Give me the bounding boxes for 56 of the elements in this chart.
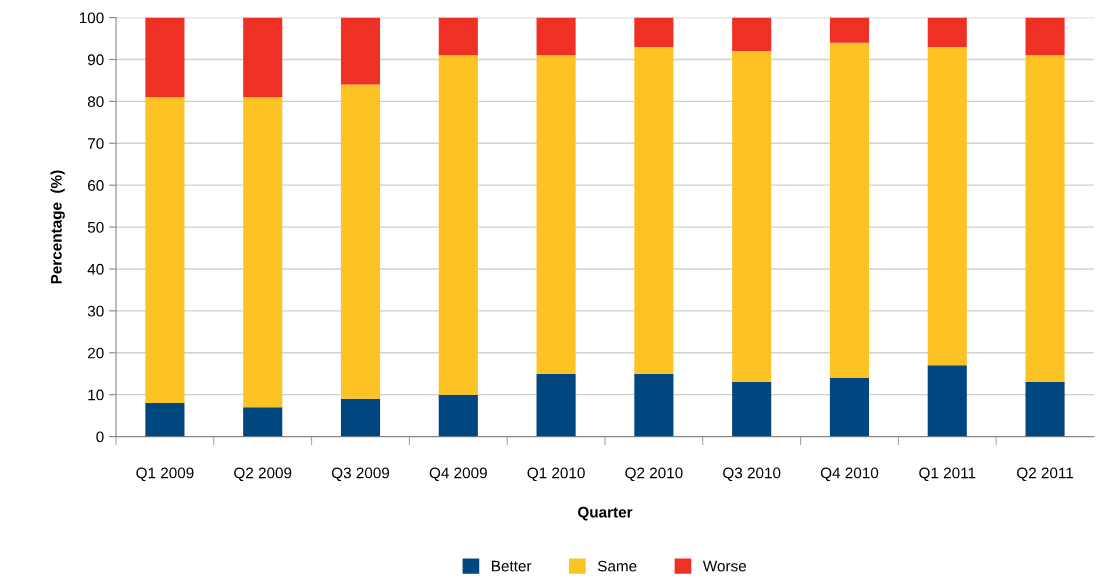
- bar: [243, 97, 283, 408]
- y-tick-label: 100: [79, 12, 104, 24]
- bar: [340, 398, 381, 437]
- bar: [145, 403, 185, 437]
- y-tick-label: 80: [87, 96, 104, 108]
- bar: [732, 51, 772, 383]
- bar: [927, 17, 967, 47]
- bar: [438, 394, 478, 437]
- y-tick-label: 0: [96, 431, 104, 443]
- bar: [829, 42, 870, 378]
- legend-label: Same: [597, 560, 637, 572]
- bar: [536, 55, 576, 374]
- bar: [243, 17, 283, 98]
- x-axis-title: Quarter: [578, 506, 633, 521]
- bar: [1025, 382, 1065, 437]
- x-tick-label: Q3 2009: [331, 467, 390, 482]
- legend-label: Better: [492, 560, 532, 572]
- bar: [927, 365, 967, 437]
- y-tick-label: 90: [87, 54, 104, 66]
- legend-label: Worse: [702, 560, 747, 572]
- bar: [927, 46, 967, 366]
- bar: [243, 407, 283, 437]
- y-axis-title: Percentage (%): [50, 170, 65, 284]
- bar: [829, 17, 870, 43]
- x-tick-label: Q2 2011: [1017, 467, 1074, 482]
- y-tick-label: 50: [87, 221, 104, 233]
- bar: [145, 97, 185, 404]
- bar: [536, 17, 576, 56]
- x-tick-label: Q1 2010: [527, 467, 585, 482]
- bar: [634, 17, 674, 47]
- x-tick-label: Q3 2010: [723, 467, 781, 482]
- y-tick-label: 40: [87, 263, 104, 275]
- bar: [340, 17, 381, 85]
- bar: [634, 46, 674, 374]
- bar: [732, 382, 772, 437]
- x-tick-label: Q1 2011: [919, 467, 976, 482]
- bar: [634, 373, 674, 437]
- y-tick-label: 70: [88, 138, 104, 149]
- bar: [1025, 17, 1065, 56]
- x-tick-label: Q1 2009: [136, 467, 194, 482]
- y-tick-label: 30: [87, 305, 104, 317]
- bar: [340, 84, 381, 399]
- bar: [145, 17, 185, 98]
- bar: [536, 373, 576, 437]
- x-tick-label: Q2 2010: [625, 467, 683, 482]
- bar: [1025, 55, 1065, 383]
- y-tick-label: 60: [88, 180, 104, 191]
- bar: [732, 17, 772, 52]
- bar: [438, 17, 478, 56]
- x-tick-label: Q4 2009: [429, 467, 487, 482]
- bar: [438, 55, 478, 395]
- x-tick-label: Q2 2009: [234, 467, 292, 482]
- bar: [829, 377, 870, 437]
- y-tick-label: 20: [88, 347, 104, 359]
- y-tick-label: 10: [88, 389, 104, 401]
- x-tick-label: Q4 2010: [820, 467, 879, 482]
